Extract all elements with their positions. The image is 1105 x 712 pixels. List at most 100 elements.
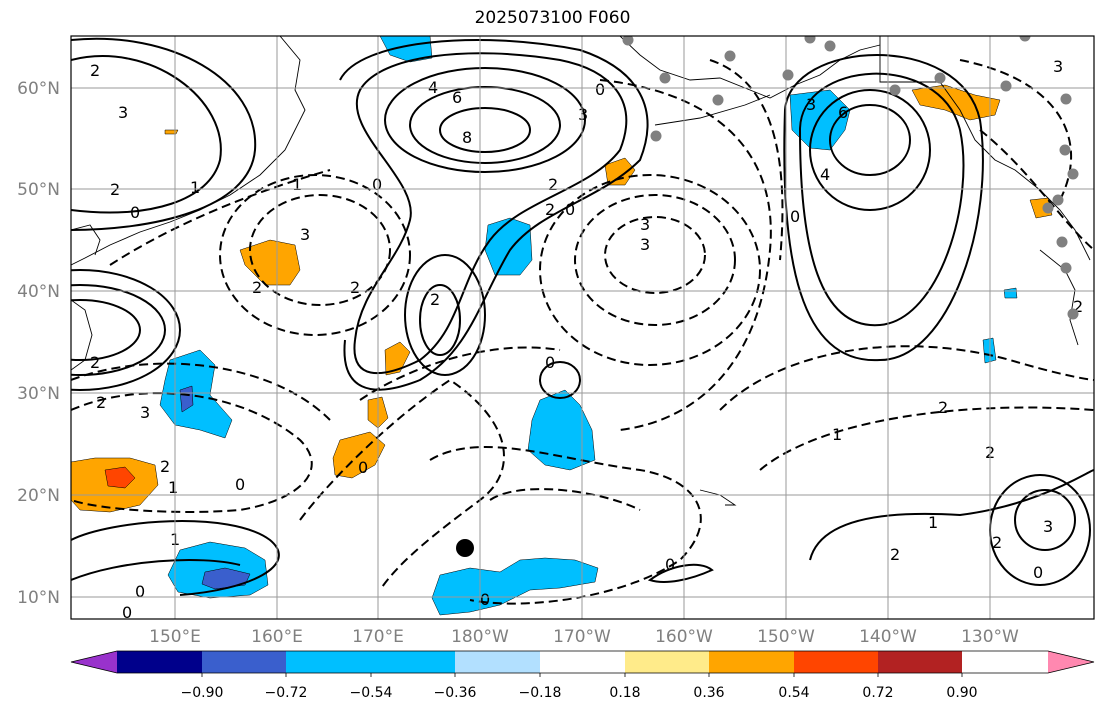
contour-label: 3 [1043, 517, 1053, 536]
lon-axis: 150°E 160°E 170°E 180°W 170°W 160°W 150°… [149, 627, 1019, 647]
contour-label: 3 [1053, 57, 1063, 76]
lon-label: 170°E [352, 627, 404, 647]
shade-blue [484, 217, 533, 276]
contour-line [339, 39, 649, 391]
contour-label: 2 [890, 545, 900, 564]
contour-label: 3 [578, 105, 588, 124]
lon-label: 150°E [149, 627, 201, 647]
colorbar-tick-label: −0.54 [350, 685, 393, 701]
contour-label: 3 [806, 95, 816, 114]
station-dot [1000, 80, 1012, 92]
contour-label: 2 [160, 457, 170, 476]
colorbar-tick-label: 0.90 [946, 685, 977, 701]
lat-label: 20°N [17, 486, 60, 506]
contour-line [604, 216, 706, 294]
colorbar-ticks: −0.90 −0.72 −0.54 −0.36 −0.18 0.18 0.36 … [181, 685, 978, 701]
shade-orange [164, 129, 179, 135]
station-dot [1067, 308, 1079, 320]
contour-label: 2 [430, 290, 440, 309]
contour-label: 2 [548, 175, 558, 194]
shade-blue [159, 349, 233, 439]
colorbar-segment [625, 651, 709, 673]
contour-line [489, 488, 641, 511]
lat-label: 60°N [17, 79, 60, 99]
station-dot [1052, 194, 1064, 206]
shade-blue [1003, 287, 1018, 299]
contour-line [71, 299, 141, 361]
contour-label: 4 [820, 165, 830, 184]
station-markers [622, 36, 1079, 320]
contour-line [71, 520, 280, 596]
colorbar-tick-label: 0.72 [862, 685, 893, 701]
contour-label: 0 [790, 207, 800, 226]
contour-line [384, 67, 586, 173]
contour-label: 3 [300, 225, 310, 244]
map-title: 2025073100 F060 [474, 8, 631, 28]
station-dot [622, 36, 634, 46]
contour-line [798, 72, 965, 327]
contour-line [709, 59, 784, 261]
contour-line [359, 346, 561, 401]
contour-line [419, 284, 461, 356]
lon-label: 170°W [553, 627, 611, 647]
lon-label: 160°W [655, 627, 713, 647]
contour-label: 3 [640, 215, 650, 234]
contour-line [719, 345, 1094, 411]
lat-label: 40°N [17, 282, 60, 302]
contour-line [71, 559, 241, 581]
contour-label: 0 [1033, 563, 1043, 582]
contour-label: 3 [640, 235, 650, 254]
contour-label: 1 [832, 425, 842, 444]
station-dot [724, 50, 736, 62]
contour-label: 2 [545, 200, 555, 219]
contour-line [71, 269, 181, 391]
contour-line [353, 52, 628, 374]
station-dot [659, 72, 671, 84]
lat-label: 10°N [17, 588, 60, 608]
contour-label: 0 [130, 203, 140, 222]
contour-label: 0 [358, 458, 368, 477]
contour-line [409, 86, 561, 164]
contour-label: 1 [292, 175, 302, 194]
contour-line [759, 406, 1094, 471]
shade-blue [789, 89, 851, 151]
colorbar-tick-label: −0.18 [519, 685, 562, 701]
shade-orange [384, 341, 411, 376]
contour-label: 8 [462, 128, 472, 147]
contour-label: 2 [90, 353, 100, 372]
shade-mid-blue [201, 567, 251, 590]
colorbar-extend-min [71, 651, 117, 673]
contour-line [539, 174, 761, 366]
shade-orange [239, 239, 301, 286]
colorbar-segment [709, 651, 794, 673]
contour-line [404, 254, 486, 376]
contour-label: 3 [140, 403, 150, 422]
colorbar-segment [794, 651, 878, 673]
contour-label: 0 [235, 475, 245, 494]
colorbar-segment [117, 651, 202, 673]
station-dot [1059, 144, 1071, 156]
plot-area: 2 3 2 0 1 4 6 8 0 3 0 3 2 1 0 3 2 2 2 2 … [71, 36, 1094, 619]
contour-line [429, 446, 702, 605]
contour-line [829, 104, 911, 176]
contour-label: 2 [992, 533, 1002, 552]
lat-label: 50°N [17, 180, 60, 200]
contour-label: 6 [452, 88, 462, 107]
contour-label: 6 [838, 103, 848, 122]
contour-line [959, 59, 1073, 201]
contour-label: 0 [545, 353, 555, 372]
station-dot [804, 36, 816, 44]
contour-line [71, 362, 331, 421]
contour-label: 0 [480, 590, 490, 609]
black-marker-dot [456, 539, 474, 557]
lon-label: 150°W [757, 627, 815, 647]
station-dot [1019, 36, 1031, 42]
contours [71, 37, 1094, 596]
contour-line [71, 392, 313, 513]
contour-label: 0 [665, 555, 675, 574]
colorbar [70, 650, 1095, 677]
contour-line [71, 284, 166, 376]
contour-label: 2 [90, 61, 100, 80]
contour-label: 0 [565, 200, 575, 219]
